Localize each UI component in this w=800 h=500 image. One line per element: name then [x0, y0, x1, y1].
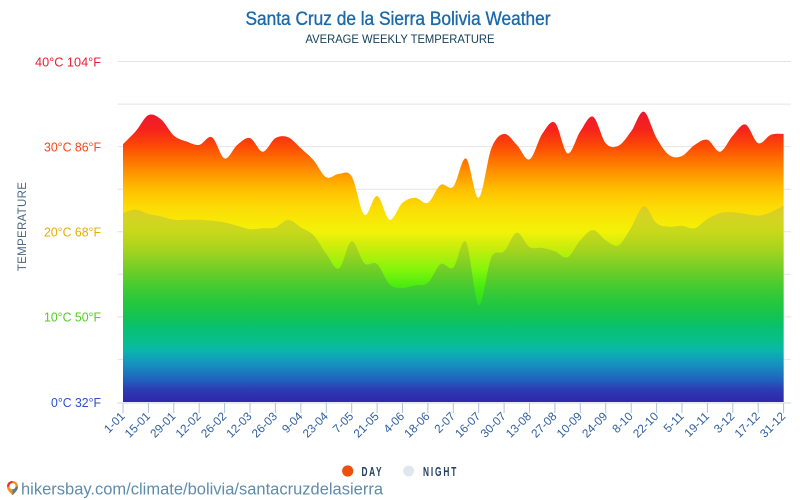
svg-text:DAY: DAY — [362, 465, 384, 479]
svg-text:20°C 68°F: 20°C 68°F — [44, 225, 101, 240]
svg-text:NIGHT: NIGHT — [423, 465, 458, 479]
svg-text:AVERAGE WEEKLY TEMPERATURE: AVERAGE WEEKLY TEMPERATURE — [306, 32, 495, 46]
svg-text:10°C 50°F: 10°C 50°F — [44, 310, 101, 325]
svg-text:40°C 104°F: 40°C 104°F — [35, 54, 101, 69]
svg-text:Santa Cruz de la Sierra Bolivi: Santa Cruz de la Sierra Bolivia Weather — [246, 9, 552, 30]
svg-text:TEMPERATURE: TEMPERATURE — [17, 182, 29, 271]
svg-text:30°C 86°F: 30°C 86°F — [44, 139, 101, 154]
svg-text:hikersbay.com/climate/bolivia/: hikersbay.com/climate/bolivia/santacruzd… — [21, 481, 384, 499]
svg-text:0°C 32°F: 0°C 32°F — [51, 395, 101, 410]
